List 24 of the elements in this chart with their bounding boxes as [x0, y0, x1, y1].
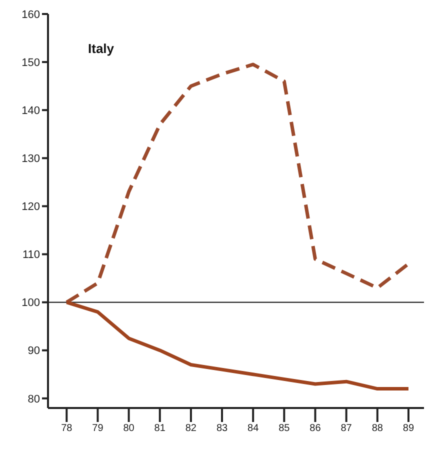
x-tick-label: 86 — [310, 423, 322, 434]
x-tick-label: 80 — [123, 423, 135, 434]
x-tick-label: 79 — [92, 423, 104, 434]
y-tick-label: 80 — [28, 393, 40, 406]
y-tick-label: 110 — [22, 249, 40, 262]
y-tick-label: 90 — [28, 345, 40, 358]
x-tick-label: 84 — [248, 423, 260, 434]
x-tick-label: 87 — [340, 423, 352, 434]
x-tick-label: 82 — [185, 423, 197, 434]
x-tick-label: 78 — [61, 423, 73, 434]
x-tick-label: 89 — [402, 423, 414, 434]
line-series — [64, 300, 410, 391]
x-tick-label: 88 — [372, 423, 384, 434]
y-tick-label: 100 — [22, 297, 40, 310]
y-tick-label: 150 — [22, 56, 40, 69]
y-tick-label: 130 — [22, 153, 40, 166]
y-tick-label: 140 — [22, 105, 40, 118]
x-tick-label: 81 — [154, 423, 166, 434]
text: Italy — [88, 41, 115, 56]
y-tick-label: 120 — [22, 201, 40, 214]
x-tick-label: 83 — [216, 423, 228, 434]
y-tick-label: 160 — [22, 8, 40, 21]
line-series — [64, 62, 410, 304]
x-tick-label: 85 — [278, 423, 290, 434]
